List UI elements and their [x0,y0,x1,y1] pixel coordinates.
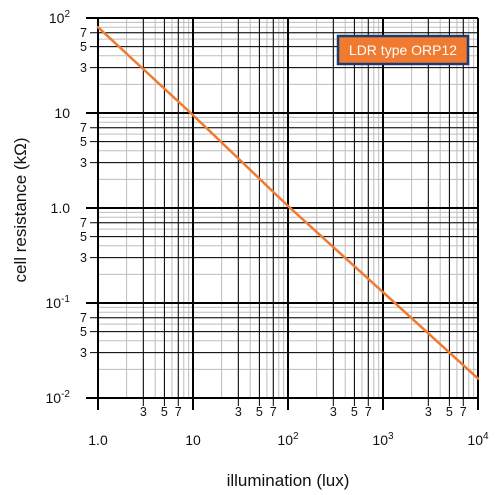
y-tick-label: 102 [49,9,71,26]
y-minor-tick-label: 3 [80,251,87,265]
x-minor-tick-label: 3 [235,405,242,419]
x-minor-tick-label: 3 [140,405,147,419]
y-minor-tick-label: 5 [80,135,87,149]
x-tick-label: 10 [185,432,201,448]
x-minor-tick-label: 7 [270,405,277,419]
x-tick-label: 102 [277,431,299,448]
legend-box [336,34,470,66]
x-minor-tick-label: 7 [460,405,467,419]
x-tick-label: 104 [467,431,489,448]
y-tick-label: 10 [54,105,70,121]
x-minor-tick-label: 3 [330,405,337,419]
x-minor-tick-label: 3 [425,405,432,419]
legend-label-ldr-type-orp12: LDR type ORP12 [349,42,457,58]
y-minor-tick-label: 5 [80,230,87,244]
y-minor-tick-label: 7 [80,216,87,230]
x-minor-tick-label: 5 [256,405,263,419]
x-minor-tick-label: 5 [161,405,168,419]
x-minor-tick-label: 5 [446,405,453,419]
y-minor-tick-label: 5 [80,40,87,54]
series-line-ldr-type-orp12 [96,25,480,380]
x-tick-label: 103 [372,431,394,448]
y-minor-tick-label: 5 [80,325,87,339]
y-tick-label: 10-2 [46,389,71,406]
y-minor-tick-label: 3 [80,61,87,75]
y-minor-tick-label: 3 [80,346,87,360]
y-axis-title: cell resistance (kΩ) [11,138,30,283]
x-tick-label: 1.0 [88,432,108,448]
y-minor-tick-label: 7 [80,311,87,325]
y-minor-tick-label: 7 [80,121,87,135]
y-minor-tick-label: 3 [80,156,87,170]
x-minor-tick-label: 7 [175,405,182,419]
y-tick-label: 10-1 [46,294,71,311]
x-minor-tick-label: 5 [351,405,358,419]
series-layer [96,25,480,380]
y-minor-tick-label: 7 [80,26,87,40]
major-grid [86,17,479,410]
legend: LDR type ORP12 [336,34,470,66]
x-axis-title: illumination (lux) [227,471,350,490]
x-minor-tick-label: 7 [365,405,372,419]
y-tick-label: 1.0 [51,200,71,216]
